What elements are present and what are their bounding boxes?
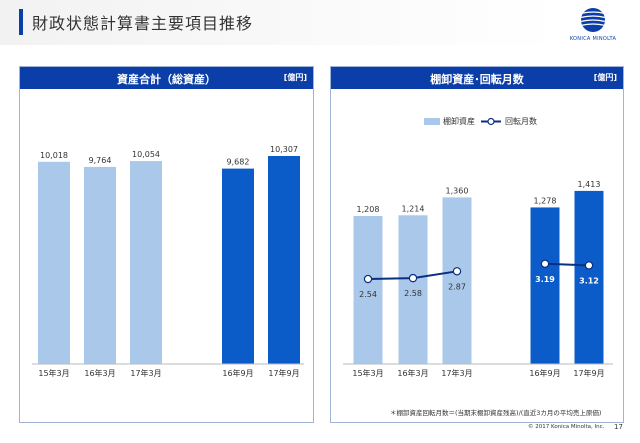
legend-label: 棚卸資産: [443, 116, 475, 126]
bar: [398, 215, 428, 364]
turnover-label: 3.19: [535, 275, 555, 284]
legend-swatch: [424, 118, 440, 125]
data-label: 9,682: [227, 158, 250, 167]
data-label: 10,018: [40, 151, 68, 160]
title-bar: [0, 0, 562, 45]
tick-label: 15年3月: [38, 368, 69, 378]
tick-label: 16年9月: [529, 368, 560, 378]
tick-label: 15年3月: [352, 368, 383, 378]
turnover-label: 2.54: [359, 290, 377, 299]
turnover-marker: [540, 259, 550, 268]
turnover-marker: [452, 267, 462, 276]
turnover-label: 3.12: [579, 276, 599, 285]
bar: [353, 216, 383, 364]
copyright: © 2017 Konica Minolta, Inc.: [528, 424, 605, 430]
header: 財政状態計算書主要項目推移 KONICA MINOLTA: [0, 0, 640, 52]
data-label: 1,208: [357, 205, 380, 214]
chart-title: 資産合計（総資産）: [117, 73, 216, 86]
title-accent: [19, 9, 23, 35]
tick-label: 17年3月: [130, 368, 161, 378]
bar: [222, 168, 254, 364]
company-logo: KONICA MINOLTA: [560, 6, 626, 46]
panel-header: 資産合計（総資産） [億円]: [20, 67, 313, 89]
unit-label: [億円]: [593, 73, 617, 82]
inventory-chart: 棚卸資産 回転月数 1,208 15年3月 1,214 16年3月 1,360 17年3月 1,…: [343, 116, 613, 378]
total-assets-panel: 資産合計（総資産） [億円] 10,018 15年3月 9,764 16年3月 10,0…: [19, 66, 314, 423]
tick-label: 17年3月: [441, 368, 472, 378]
legend-marker: [487, 117, 495, 126]
data-label: 9,764: [89, 156, 112, 165]
tick-label: 17年9月: [573, 368, 604, 378]
data-label: 1,413: [578, 180, 601, 189]
bar: [38, 161, 70, 364]
page-title: 財政状態計算書主要項目推移: [32, 14, 254, 33]
bar: [84, 166, 116, 364]
tick-label: 16年9月: [222, 368, 253, 378]
turnover-line: [544, 262, 590, 267]
turnover-label: 2.58: [404, 289, 422, 298]
footnote: ＊棚卸資産回転月数＝(当期末棚卸資産残高)/(直近3カ月の平均売上原価): [390, 409, 602, 417]
turnover-marker: [584, 261, 594, 270]
data-label: 1,360: [446, 186, 469, 195]
data-label: 1,214: [402, 204, 425, 213]
bar: [130, 161, 162, 364]
turnover-marker: [408, 273, 418, 283]
unit-label: [億円]: [283, 73, 307, 82]
legend-label: 回転月数: [505, 116, 537, 126]
bar: [530, 207, 560, 364]
panel-header: 棚卸資産･回転月数 [億円]: [331, 67, 623, 89]
logo-text: KONICA MINOLTA: [569, 36, 617, 42]
data-label: 1,278: [534, 196, 557, 205]
bar: [574, 190, 604, 364]
logo-globe-icon: [581, 8, 605, 32]
page-number: 17: [614, 423, 623, 431]
turnover-marker: [363, 274, 373, 284]
bar: [442, 197, 472, 364]
turnover-label: 2.87: [448, 282, 466, 291]
inventory-panel: 棚卸資産･回転月数 [億円] 棚卸資産 回転月数 1,208 15年3月 1,214 16…: [330, 66, 624, 423]
data-label: 10,054: [132, 150, 160, 159]
bar: [268, 155, 300, 364]
data-label: 10,307: [270, 145, 298, 154]
tick-label: 16年3月: [84, 368, 115, 378]
tick-label: 16年3月: [397, 368, 428, 378]
tick-label: 17年9月: [268, 368, 299, 378]
total-assets-chart: 10,018 15年3月 9,764 16年3月 10,054 17年3月 9,682 16年…: [32, 145, 304, 378]
chart-title: 棚卸資産･回転月数: [430, 73, 524, 86]
